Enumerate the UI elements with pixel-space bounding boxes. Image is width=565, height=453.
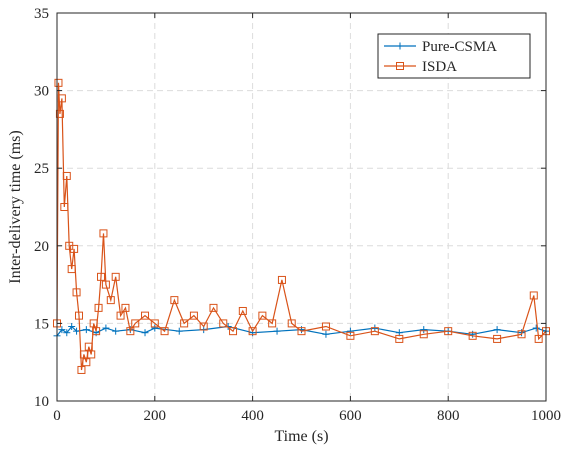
data-point [199, 322, 208, 331]
x-tick-label: 400 [241, 408, 264, 424]
data-point [94, 303, 103, 312]
data-point [321, 322, 330, 331]
data-point [106, 296, 115, 305]
data-point [420, 326, 428, 334]
data-point [54, 78, 63, 87]
data-point [141, 329, 149, 337]
y-tick-label: 35 [34, 6, 49, 22]
data-point [277, 275, 286, 284]
data-point [534, 334, 543, 343]
data-point [97, 272, 106, 281]
data-point [60, 203, 69, 211]
data-point [141, 311, 150, 320]
y-tick-label: 20 [34, 239, 49, 255]
data-point [112, 327, 120, 335]
legend: Pure-CSMA ISDA [377, 33, 531, 79]
data-point [493, 334, 502, 343]
data-point [150, 319, 159, 328]
data-point [238, 306, 247, 315]
data-point [111, 272, 120, 281]
y-axis-label: Inter-delivery time (ms) [7, 130, 24, 283]
data-point [101, 280, 110, 289]
data-point [131, 319, 140, 328]
data-point [189, 311, 198, 320]
data-point [87, 350, 96, 359]
data-point [57, 94, 66, 103]
data-point [273, 327, 281, 335]
data-point [70, 244, 79, 253]
data-point [468, 331, 477, 340]
legend-marker [396, 42, 404, 50]
data-point [99, 229, 108, 238]
data-point [58, 326, 66, 334]
data-point [84, 342, 93, 351]
data-point [268, 319, 277, 328]
series-layer [53, 78, 550, 374]
plot-frame [56, 12, 547, 402]
data-point [175, 327, 183, 335]
legend-label: ISDA [422, 59, 457, 75]
data-point [395, 334, 404, 343]
legend-box [377, 33, 531, 79]
x-tick-label: 1000 [531, 408, 561, 424]
data-point [532, 324, 540, 332]
y-tick-label: 15 [34, 316, 49, 332]
data-point [219, 319, 228, 328]
legend-entry: ISDA [384, 59, 457, 75]
data-point [126, 327, 135, 336]
data-point [258, 311, 267, 320]
y-tick-label: 30 [34, 84, 49, 100]
legend-marker [396, 62, 404, 70]
data-point [444, 327, 453, 336]
data-point [209, 303, 218, 312]
x-axis-label: Time (s) [274, 428, 328, 445]
data-point [116, 311, 125, 320]
data-point [370, 327, 379, 336]
data-point [346, 331, 355, 340]
data-point [160, 327, 169, 336]
data-point [287, 319, 296, 328]
data-point [102, 324, 110, 332]
data-point [121, 303, 130, 312]
data-point [493, 326, 501, 334]
legend-label: Pure-CSMA [422, 39, 497, 55]
data-point [170, 296, 179, 305]
data-point [63, 329, 71, 337]
series-2 [53, 78, 550, 374]
data-point [67, 265, 76, 274]
data-point [55, 109, 64, 118]
data-point [89, 319, 98, 328]
data-point [68, 323, 76, 331]
series-line [56, 82, 547, 371]
data-point [180, 319, 189, 328]
data-point [297, 327, 306, 336]
legend-entry: Pure-CSMA [384, 39, 497, 55]
data-point [82, 326, 90, 334]
data-point [72, 288, 81, 297]
y-tick-label: 25 [34, 161, 49, 177]
x-tick-label: 600 [339, 408, 362, 424]
data-point [419, 330, 428, 339]
data-point [322, 330, 330, 338]
x-tick-label: 200 [144, 408, 167, 424]
data-point [517, 330, 526, 339]
data-point [248, 327, 257, 336]
data-point [529, 291, 538, 300]
y-tick-label: 10 [34, 394, 49, 410]
data-point [82, 358, 91, 367]
data-point [62, 171, 71, 180]
x-tick-label: 0 [53, 408, 61, 424]
data-point [77, 365, 86, 374]
data-point [151, 324, 159, 332]
data-point [75, 311, 84, 320]
axes: 0 200 400 600 800 1000 10 15 20 25 30 35 [34, 6, 561, 424]
data-point [92, 327, 101, 336]
data-point [229, 327, 238, 336]
data-point [73, 327, 81, 335]
x-tick-label: 800 [437, 408, 460, 424]
data-point [346, 327, 354, 335]
